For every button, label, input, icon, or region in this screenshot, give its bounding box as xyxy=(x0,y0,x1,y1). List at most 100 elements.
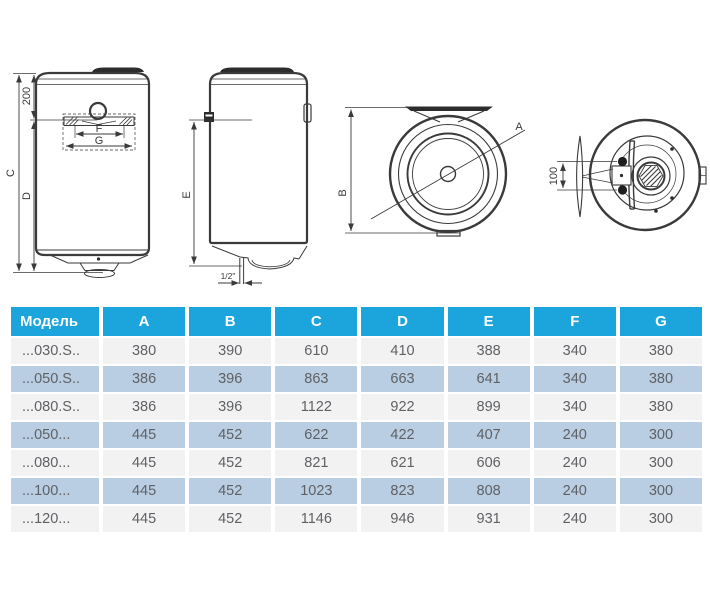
value-cell: 663 xyxy=(361,366,444,392)
value-cell: 380 xyxy=(619,394,702,420)
value-cell: 445 xyxy=(103,450,186,476)
dimension-drawing: C 200 D F G xyxy=(5,67,707,286)
value-cell: 445 xyxy=(103,478,186,504)
label-A: A xyxy=(515,121,523,133)
rear-right-tab xyxy=(698,166,707,185)
label-G: G xyxy=(95,135,104,147)
table-row: ...080.S.. 386 396 1122 922 899 340 380 xyxy=(11,394,702,420)
value-cell: 300 xyxy=(619,450,702,476)
column-header: B xyxy=(189,307,272,336)
center-hole xyxy=(439,165,457,183)
value-cell: 410 xyxy=(361,338,444,364)
spec-table: Модель A B C D E F G ...030.S.. 380 390 610 410 388 3… xyxy=(7,305,706,534)
column-header: C xyxy=(275,307,358,336)
value-cell: 240 xyxy=(533,422,616,448)
bolt-bottom xyxy=(617,185,628,195)
table-header: Модель A B C D E F G xyxy=(11,307,702,336)
value-cell: 452 xyxy=(189,422,272,448)
model-cell: ...030.S.. xyxy=(11,338,99,364)
value-cell: 641 xyxy=(447,366,530,392)
label-C: C xyxy=(5,169,17,177)
label-200: 200 xyxy=(21,87,33,105)
value-cell: 340 xyxy=(533,366,616,392)
bolt-top xyxy=(617,156,628,167)
tank-top-cap-side xyxy=(220,67,294,72)
value-cell: 340 xyxy=(533,338,616,364)
value-cell: 300 xyxy=(619,422,702,448)
mounting-bracket xyxy=(63,116,135,126)
value-cell: 922 xyxy=(361,394,444,420)
label-100: 100 xyxy=(548,167,560,185)
hanging-hole xyxy=(88,101,108,121)
model-cell: ...080.S.. xyxy=(11,394,99,420)
header-row: Модель A B C D E F G xyxy=(11,307,702,336)
column-header: G xyxy=(619,307,702,336)
column-header: E xyxy=(447,307,530,336)
value-cell: 396 xyxy=(189,394,272,420)
value-cell: 407 xyxy=(447,422,530,448)
tank-top-cap xyxy=(92,67,144,72)
top-bracket xyxy=(405,106,493,123)
value-cell: 452 xyxy=(189,506,272,532)
label-F: F xyxy=(96,123,103,135)
value-cell: 445 xyxy=(103,506,186,532)
value-cell: 380 xyxy=(619,338,702,364)
value-cell: 340 xyxy=(533,394,616,420)
value-cell: 610 xyxy=(275,338,358,364)
value-cell: 240 xyxy=(533,506,616,532)
diameter-line xyxy=(370,129,526,220)
value-cell: 823 xyxy=(361,478,444,504)
value-cell: 621 xyxy=(361,450,444,476)
label-pipe-size: 1/2" xyxy=(221,271,236,281)
value-cell: 300 xyxy=(619,506,702,532)
wall-anchor xyxy=(576,135,584,218)
model-cell: ...050.S.. xyxy=(11,366,99,392)
table-row: ...050... 445 452 622 422 407 240 300 xyxy=(11,422,702,448)
tank-outline xyxy=(34,71,151,257)
value-cell: 1146 xyxy=(275,506,358,532)
value-cell: 1023 xyxy=(275,478,358,504)
label-E: E xyxy=(181,191,193,198)
value-cell: 863 xyxy=(275,366,358,392)
model-cell: ...080... xyxy=(11,450,99,476)
value-cell: 1122 xyxy=(275,394,358,420)
value-cell: 386 xyxy=(103,366,186,392)
column-header: F xyxy=(533,307,616,336)
value-cell: 452 xyxy=(189,450,272,476)
table-row: ...120... 445 452 1146 946 931 240 300 xyxy=(11,506,702,532)
column-header: D xyxy=(361,307,444,336)
value-cell: 946 xyxy=(361,506,444,532)
side-tab xyxy=(303,103,312,123)
value-cell: 240 xyxy=(533,450,616,476)
label-B: B xyxy=(337,189,349,196)
value-cell: 388 xyxy=(447,338,530,364)
front-view xyxy=(13,67,151,278)
table-row: ...030.S.. 380 390 610 410 388 340 380 xyxy=(11,338,702,364)
bottom-cover xyxy=(49,254,149,278)
side-view xyxy=(189,67,312,286)
value-cell: 808 xyxy=(447,478,530,504)
table-body: ...030.S.. 380 390 610 410 388 340 380 ...050.S.… xyxy=(11,338,702,532)
value-cell: 821 xyxy=(275,450,358,476)
value-cell: 386 xyxy=(103,394,186,420)
value-cell: 396 xyxy=(189,366,272,392)
model-cell: ...120... xyxy=(11,506,99,532)
bottom-cover-side xyxy=(211,245,308,284)
value-cell: 380 xyxy=(103,338,186,364)
technical-drawings: C 200 D F G xyxy=(5,67,707,286)
element-plug xyxy=(631,156,671,196)
value-cell: 622 xyxy=(275,422,358,448)
bracket-block xyxy=(611,156,632,195)
value-cell: 422 xyxy=(361,422,444,448)
model-cell: ...100... xyxy=(11,478,99,504)
value-cell: 899 xyxy=(447,394,530,420)
value-cell: 445 xyxy=(103,422,186,448)
value-cell: 931 xyxy=(447,506,530,532)
tank-outline-side xyxy=(208,71,309,245)
value-cell: 300 xyxy=(619,478,702,504)
value-cell: 240 xyxy=(533,478,616,504)
column-header: A xyxy=(103,307,186,336)
label-D: D xyxy=(21,192,33,200)
value-cell: 390 xyxy=(189,338,272,364)
